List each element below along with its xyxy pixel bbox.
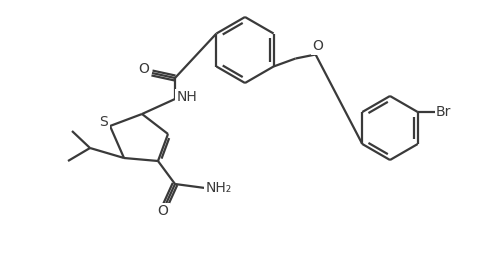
Text: S: S (100, 115, 108, 129)
Text: O: O (158, 204, 168, 218)
Text: NH: NH (177, 90, 197, 104)
Text: NH₂: NH₂ (206, 181, 232, 195)
Text: O: O (139, 62, 149, 76)
Text: O: O (312, 39, 323, 54)
Text: Br: Br (436, 105, 451, 119)
